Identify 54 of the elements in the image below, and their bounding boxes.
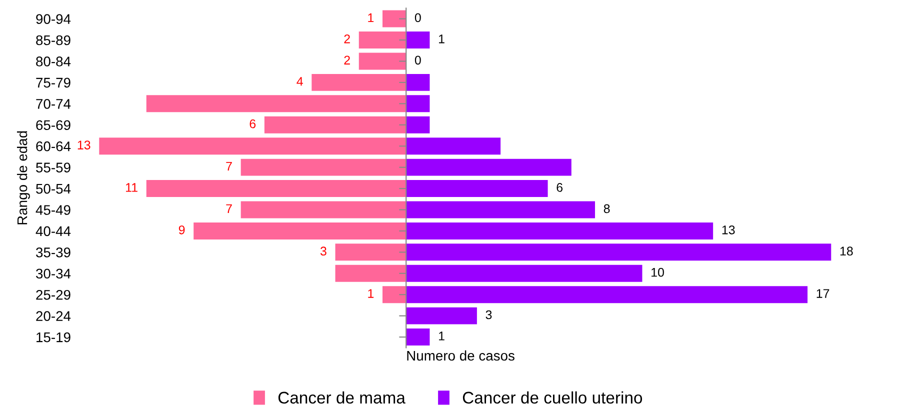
y-tick-label: 40-44 [36,226,71,236]
data-label: 6 [250,119,256,128]
data-label: 11 [126,183,138,192]
data-label: 0 [414,56,421,65]
data-label: 2 [344,34,350,44]
y-tick-label: 25-29 [36,290,70,300]
data-label: 4 [296,77,303,86]
y-tick-label: 80-84 [36,56,71,66]
y-tick-label: 85-89 [36,35,70,46]
y-tick-label: 90-94 [36,14,71,24]
bar [406,328,430,346]
y-tick-label: 55-59 [36,162,70,172]
bar [406,95,430,112]
y-tick-label: 30-34 [36,268,71,279]
data-label: 3 [320,246,326,256]
y-tick-label: 70-74 [36,98,71,109]
data-label: 1 [439,34,444,44]
bar [382,10,406,28]
bar [335,264,406,282]
data-label: 6 [556,183,563,192]
bar [406,307,477,324]
bar [335,244,406,261]
x-axis-title: Numero de casos [407,350,514,361]
data-label: 1 [368,289,374,298]
legend-label: Cancer de mama [278,391,406,404]
bar [406,138,501,155]
y-tick-label: 65-69 [36,120,70,130]
bar [358,52,406,70]
data-label: 7 [226,162,232,171]
data-label: 2 [344,56,350,64]
y-tick-label: 45-49 [36,205,70,215]
data-label: 10 [652,268,664,277]
data-label: 17 [816,289,830,298]
data-label: 3 [486,310,492,320]
y-tick-label: 75-79 [36,78,70,88]
data-label: 8 [604,204,610,214]
bar [406,74,430,91]
bar [406,116,430,134]
y-tick-label: 50-54 [36,184,71,194]
bar [382,286,406,304]
data-label: 7 [226,204,232,213]
data-label: 13 [78,140,90,150]
data-label: 13 [722,225,735,234]
y-tick-label: 15-19 [36,332,70,342]
y-tick-label: 35-39 [36,248,70,258]
data-label: 1 [439,332,444,340]
data-label: 1 [368,13,374,22]
legend-label: Cancer de cuello uterino [462,391,642,404]
data-label: 0 [414,13,421,22]
y-tick-label: 60-64 [36,141,71,152]
y-tick-label: 20-24 [36,311,71,321]
data-label: 9 [178,225,185,234]
data-label: 18 [840,246,853,256]
y-axis-title: Rango de edad [16,131,30,224]
